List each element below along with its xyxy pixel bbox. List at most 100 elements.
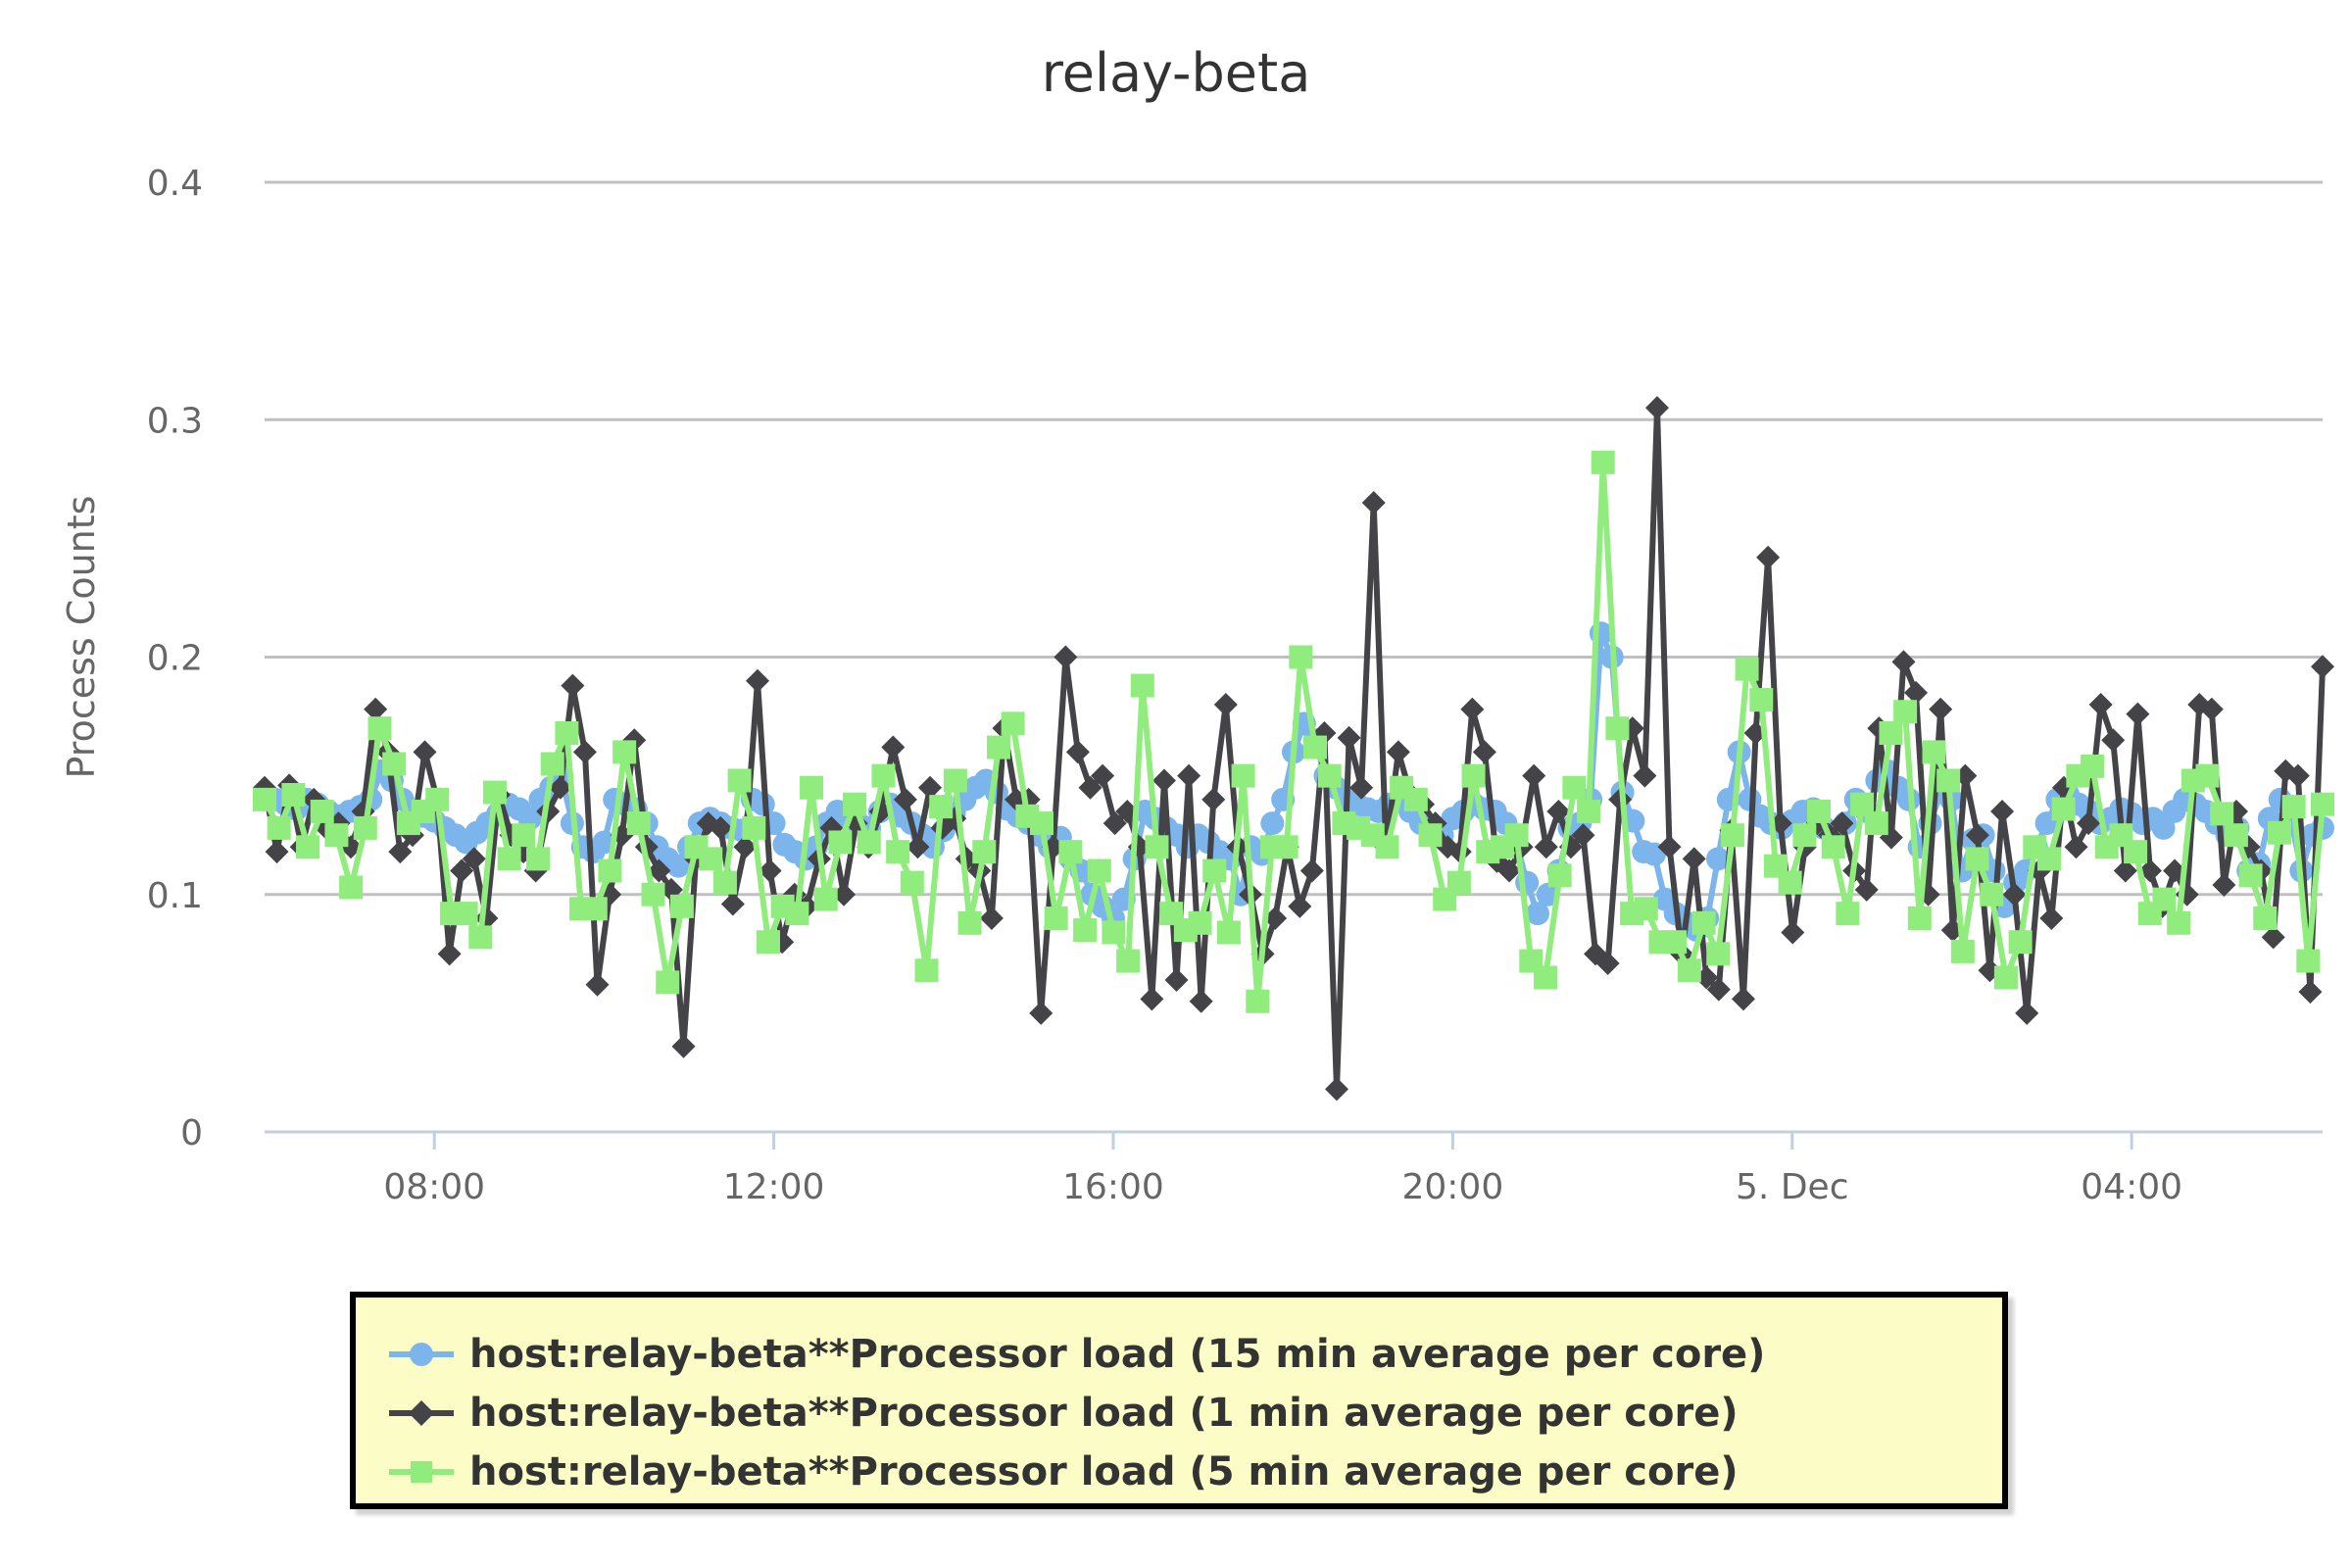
data-point bbox=[1145, 835, 1169, 859]
data-point bbox=[265, 840, 289, 864]
data-point bbox=[1078, 775, 1102, 800]
data-point bbox=[1929, 697, 1953, 721]
legend-item-1min[interactable]: host:relay-beta**Processor load (1 min a… bbox=[389, 1384, 2002, 1443]
data-point bbox=[1706, 977, 1731, 1002]
data-point bbox=[462, 847, 486, 871]
data-point bbox=[437, 942, 462, 966]
data-point bbox=[881, 735, 906, 760]
data-point bbox=[1547, 863, 1572, 888]
legend-item-15min[interactable]: host:relay-beta**Processor load (15 min … bbox=[389, 1325, 2002, 1384]
data-point bbox=[1140, 987, 1164, 1011]
data-point bbox=[1116, 949, 1141, 973]
y-tick-label: 0.3 bbox=[147, 401, 203, 441]
data-point bbox=[388, 840, 413, 864]
legend-diamond-icon bbox=[389, 1400, 454, 1426]
data-point bbox=[1904, 680, 1929, 705]
data-point bbox=[353, 815, 377, 840]
data-point bbox=[2008, 930, 2033, 955]
series-layer bbox=[253, 396, 2334, 1102]
data-point bbox=[1029, 1001, 1054, 1025]
data-point bbox=[1030, 811, 1054, 836]
data-point bbox=[727, 768, 752, 793]
data-point bbox=[1605, 716, 1630, 741]
data-point bbox=[1054, 645, 1078, 669]
data-point bbox=[1705, 847, 1730, 871]
data-point bbox=[745, 668, 769, 693]
data-point bbox=[364, 697, 388, 721]
data-point bbox=[1781, 920, 1805, 945]
data-point bbox=[1317, 763, 1342, 788]
data-point bbox=[957, 910, 982, 935]
data-point bbox=[1720, 823, 1744, 848]
data-point bbox=[267, 815, 291, 840]
data-point bbox=[756, 930, 780, 955]
legend-item-5min[interactable]: host:relay-beta**Processor load (5 min a… bbox=[389, 1443, 2002, 1501]
data-point bbox=[1260, 811, 1285, 836]
data-point bbox=[1288, 894, 1312, 918]
data-point bbox=[1634, 897, 1658, 921]
data-point bbox=[425, 787, 450, 811]
legend-circle-icon bbox=[389, 1343, 454, 1366]
data-point bbox=[450, 858, 474, 883]
data-point bbox=[1497, 858, 1522, 883]
data-point bbox=[1073, 918, 1098, 943]
data-point bbox=[1546, 799, 1571, 823]
data-point bbox=[857, 830, 881, 855]
data-point bbox=[1001, 711, 1025, 736]
data-point bbox=[1990, 799, 2015, 823]
legend: host:relay-beta**Processor load (15 min … bbox=[350, 1292, 2008, 1509]
x-tick-label: 16:00 bbox=[1062, 1167, 1164, 1207]
y-tick-label: 0 bbox=[180, 1113, 203, 1153]
data-point bbox=[1216, 920, 1241, 945]
data-point bbox=[1735, 657, 1759, 681]
data-point bbox=[843, 792, 867, 816]
data-point bbox=[1130, 673, 1154, 698]
data-point bbox=[512, 823, 536, 848]
data-point bbox=[1534, 835, 1558, 859]
data-point bbox=[1571, 823, 1595, 848]
data-point bbox=[1836, 902, 1860, 926]
data-point bbox=[986, 735, 1010, 760]
y-axis-title: Process Counts bbox=[60, 496, 103, 779]
data-point bbox=[2298, 980, 2323, 1004]
data-point bbox=[310, 799, 334, 823]
data-point bbox=[2113, 858, 2137, 883]
data-point bbox=[943, 768, 967, 793]
data-point bbox=[720, 892, 745, 916]
data-point bbox=[2002, 882, 2027, 906]
data-point bbox=[1102, 811, 1127, 836]
data-point bbox=[2210, 802, 2234, 826]
data-point bbox=[906, 835, 930, 859]
data-point bbox=[641, 882, 665, 906]
data-point bbox=[497, 847, 521, 871]
data-point bbox=[1091, 763, 1115, 788]
data-point bbox=[583, 897, 608, 921]
data-point bbox=[1418, 823, 1443, 848]
data-point bbox=[1201, 787, 1226, 811]
data-point bbox=[1375, 835, 1399, 859]
data-point bbox=[585, 972, 610, 997]
data-point bbox=[2051, 797, 2076, 821]
x-tick-label: 5. Dec bbox=[1736, 1167, 1848, 1207]
data-point bbox=[1504, 823, 1529, 848]
data-point bbox=[1522, 763, 1546, 788]
data-point bbox=[526, 847, 551, 871]
y-tick-label: 0.2 bbox=[147, 639, 203, 679]
data-point bbox=[1289, 645, 1313, 669]
data-point bbox=[1274, 835, 1298, 859]
data-point bbox=[1965, 823, 1989, 848]
data-point bbox=[2195, 763, 2220, 788]
data-point bbox=[1189, 989, 1213, 1013]
data-point bbox=[548, 775, 572, 800]
legend-label-5min: host:relay-beta**Processor load (5 min a… bbox=[469, 1449, 1739, 1494]
data-point bbox=[929, 795, 954, 819]
data-point bbox=[1936, 768, 1961, 793]
data-point bbox=[1706, 942, 1731, 966]
data-point bbox=[1164, 967, 1189, 992]
data-point bbox=[1821, 835, 1845, 859]
data-point bbox=[2077, 811, 2101, 836]
data-point bbox=[832, 882, 857, 906]
data-point bbox=[1403, 787, 1428, 811]
data-point bbox=[2281, 795, 2306, 819]
data-point bbox=[555, 721, 579, 746]
